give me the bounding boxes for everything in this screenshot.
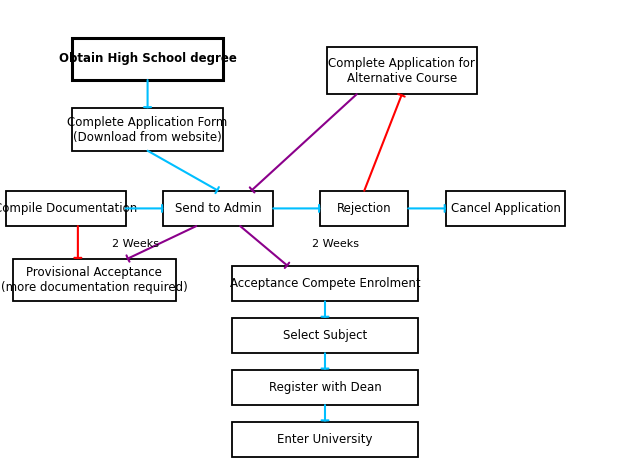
FancyBboxPatch shape — [13, 259, 176, 301]
Text: Obtain High School degree: Obtain High School degree — [58, 52, 237, 65]
Text: Complete Application Form
(Download from website): Complete Application Form (Download from… — [67, 115, 228, 144]
Text: Send to Admin: Send to Admin — [175, 202, 261, 215]
Text: Complete Application for
Alternative Course: Complete Application for Alternative Cou… — [328, 57, 475, 85]
FancyBboxPatch shape — [327, 47, 477, 94]
Text: Acceptance Compete Enrolment: Acceptance Compete Enrolment — [230, 277, 420, 290]
Text: 2 Weeks: 2 Weeks — [112, 239, 158, 249]
FancyBboxPatch shape — [163, 191, 273, 226]
Text: 2 Weeks: 2 Weeks — [313, 239, 359, 249]
FancyBboxPatch shape — [232, 318, 418, 353]
Text: Provisional Acceptance
(more documentation required): Provisional Acceptance (more documentati… — [1, 266, 188, 294]
FancyBboxPatch shape — [232, 266, 418, 301]
Text: Rejection: Rejection — [337, 202, 391, 215]
FancyBboxPatch shape — [232, 370, 418, 405]
Text: Select Subject: Select Subject — [283, 329, 367, 342]
Text: Register with Dean: Register with Dean — [269, 381, 381, 394]
FancyBboxPatch shape — [6, 191, 126, 226]
FancyBboxPatch shape — [72, 38, 223, 80]
Text: Cancel Application: Cancel Application — [451, 202, 560, 215]
FancyBboxPatch shape — [72, 108, 223, 151]
FancyBboxPatch shape — [446, 191, 565, 226]
Text: Compile Documentation: Compile Documentation — [0, 202, 138, 215]
FancyBboxPatch shape — [320, 191, 408, 226]
Text: Enter University: Enter University — [277, 433, 373, 446]
FancyBboxPatch shape — [232, 422, 418, 457]
